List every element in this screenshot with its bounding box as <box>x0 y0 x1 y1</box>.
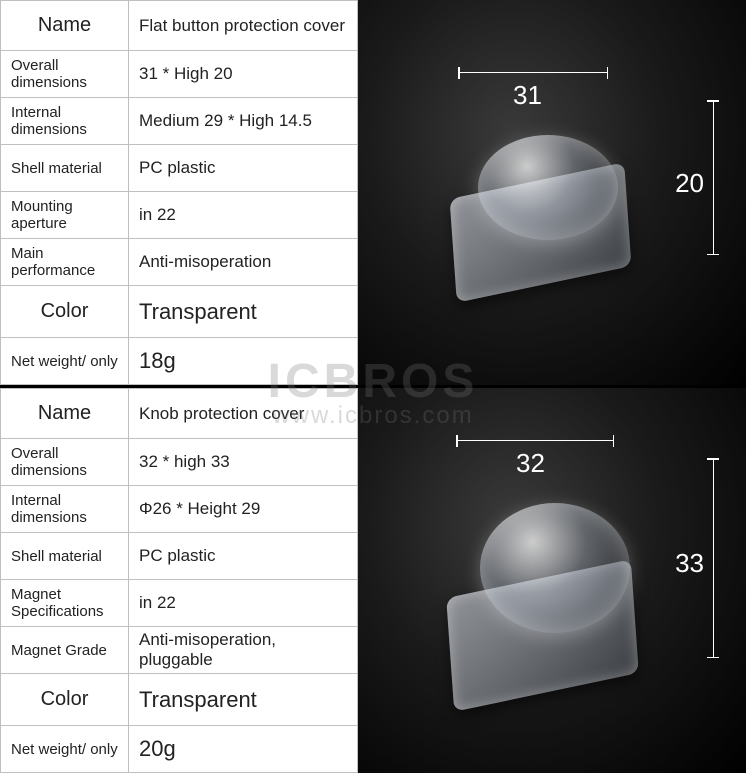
spec-label-name: Name <box>1 1 129 51</box>
spec-label-weight: Net weight/ only <box>1 726 129 773</box>
spec-value-weight: 18g <box>129 338 358 385</box>
product-section: NameFlat button protection coverOverall … <box>0 0 746 388</box>
dimension-bracket-height <box>713 100 714 255</box>
spec-table: NameFlat button protection coverOverall … <box>0 0 358 385</box>
spec-value-weight: 20g <box>129 726 358 773</box>
spec-label: Magnet Grade <box>1 627 129 674</box>
cover-dome-shape <box>480 503 630 633</box>
spec-label: Main performance <box>1 239 129 286</box>
spec-value-name: Knob protection cover <box>129 389 358 439</box>
spec-label: Magnet Specifications <box>1 580 129 627</box>
spec-value: Medium 29 * High 14.5 <box>129 98 358 145</box>
spec-label-weight: Net weight/ only <box>1 338 129 385</box>
cover-dome-shape <box>478 135 618 240</box>
dimension-height-label: 33 <box>675 548 704 579</box>
spec-value: Φ26 * Height 29 <box>129 486 358 533</box>
spec-label: Internal dimensions <box>1 486 129 533</box>
spec-value: 31 * High 20 <box>129 51 358 98</box>
spec-value-name: Flat button protection cover <box>129 1 358 51</box>
product-image: 31 20 <box>358 0 746 385</box>
product-section: NameKnob protection coverOverall dimensi… <box>0 388 746 773</box>
dimension-bracket-width <box>456 440 614 441</box>
spec-label: Overall dimensions <box>1 51 129 98</box>
spec-value: Anti-misoperation <box>129 239 358 286</box>
spec-label-color: Color <box>1 674 129 726</box>
spec-label-name: Name <box>1 389 129 439</box>
dimension-width-label: 31 <box>513 80 542 111</box>
spec-table: NameKnob protection coverOverall dimensi… <box>0 388 358 773</box>
spec-value: in 22 <box>129 580 358 627</box>
spec-value: Anti-misoperation, pluggable <box>129 627 358 674</box>
spec-value: PC plastic <box>129 145 358 192</box>
spec-value: PC plastic <box>129 533 358 580</box>
spec-value-color: Transparent <box>129 286 358 338</box>
spec-label-color: Color <box>1 286 129 338</box>
dimension-bracket-width <box>458 72 608 73</box>
dimension-bracket-height <box>713 458 714 658</box>
dimension-width-label: 32 <box>516 448 545 479</box>
spec-label: Shell material <box>1 145 129 192</box>
spec-value: in 22 <box>129 192 358 239</box>
product-image: 32 33 <box>358 388 746 773</box>
spec-label: Overall dimensions <box>1 439 129 486</box>
dimension-height-label: 20 <box>675 168 704 199</box>
spec-label: Internal dimensions <box>1 98 129 145</box>
spec-label: Mounting aperture <box>1 192 129 239</box>
spec-value-color: Transparent <box>129 674 358 726</box>
spec-value: 32 * high 33 <box>129 439 358 486</box>
spec-label: Shell material <box>1 533 129 580</box>
